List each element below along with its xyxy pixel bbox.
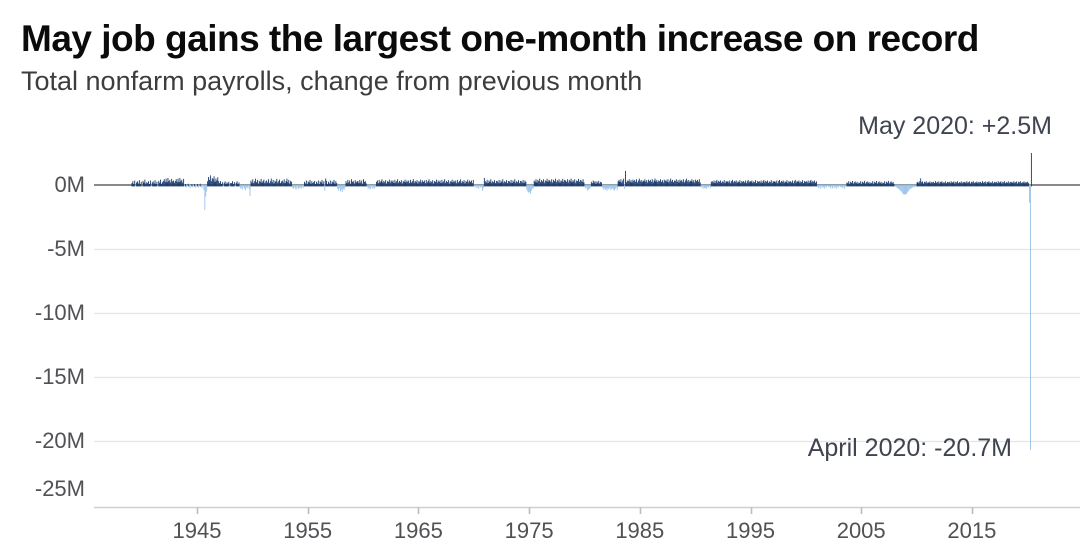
x-axis-label: 1945	[172, 518, 222, 543]
chart-subtitle: Total nonfarm payrolls, change from prev…	[21, 66, 643, 96]
x-axis-label: 2015	[947, 518, 997, 543]
y-axis-label: -10M	[34, 300, 85, 325]
chart-title: May job gains the largest one-month incr…	[21, 18, 979, 59]
y-axis-label: -5M	[47, 236, 85, 261]
y-axis-label: -15M	[34, 364, 85, 389]
y-axis-label: -25M	[34, 476, 85, 501]
y-axis-label: -20M	[34, 428, 85, 453]
gridlines	[94, 248, 1080, 443]
x-axis-label: 1965	[393, 518, 443, 543]
x-axis-label: 1995	[726, 518, 775, 543]
bars-group	[131, 153, 1032, 450]
x-axis-label: 1975	[504, 518, 554, 543]
x-axis-label: 1985	[615, 518, 665, 543]
x-axis	[94, 506, 1080, 514]
annotation-april-2020: April 2020: -20.7M	[807, 434, 1012, 462]
x-axis-label: 1955	[283, 518, 333, 543]
annotation-may-2020: May 2020: +2.5M	[858, 112, 1052, 140]
y-axis-label: 0M	[54, 172, 85, 197]
x-axis-label: 2005	[836, 518, 886, 543]
